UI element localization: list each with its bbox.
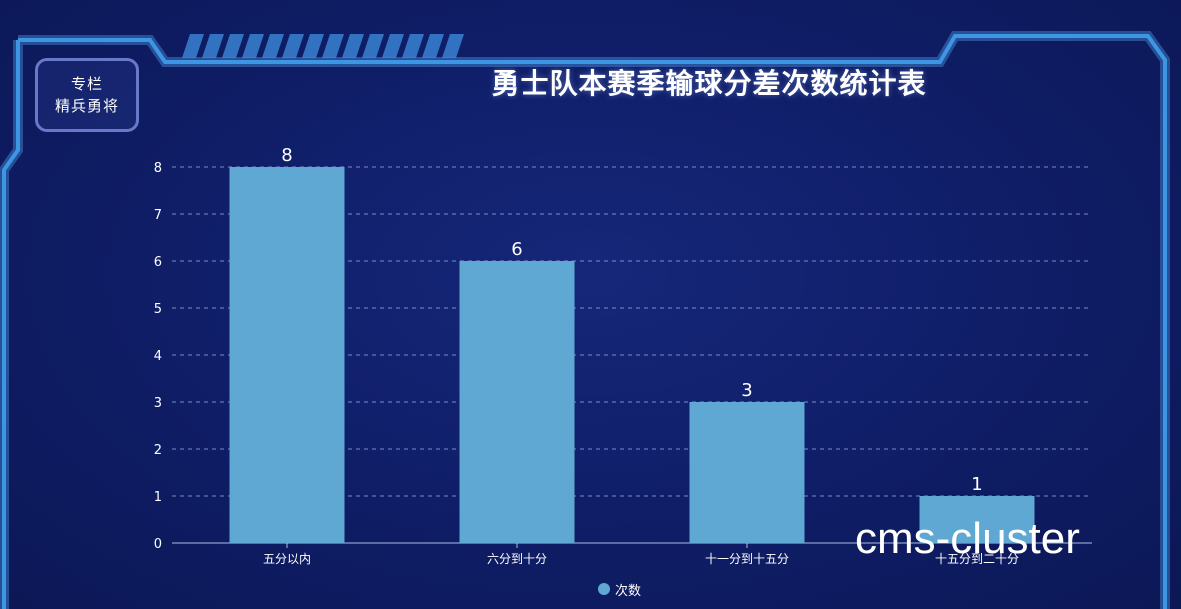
badge-line-1: 专栏 xyxy=(70,75,103,93)
badge-line-2: 精兵勇将 xyxy=(54,97,119,115)
data-label: 3 xyxy=(741,380,752,401)
data-label: 8 xyxy=(281,145,292,166)
y-tick-label: 2 xyxy=(154,443,162,458)
data-label: 6 xyxy=(511,239,522,260)
x-tick-label: 十五分到二十分 xyxy=(935,552,1019,566)
frame-glow xyxy=(0,31,1170,609)
x-tick-label: 十一分到十五分 xyxy=(705,552,789,566)
data-label: 1 xyxy=(971,474,982,495)
x-tick-label: 五分以内 xyxy=(263,552,311,566)
y-tick-label: 5 xyxy=(154,302,162,317)
frame-outline xyxy=(2,34,1167,609)
x-tick-label: 六分到十分 xyxy=(487,552,547,566)
y-tick-label: 7 xyxy=(154,208,162,223)
frame-stripes xyxy=(182,34,464,58)
bar xyxy=(229,167,345,543)
legend-label: 次数 xyxy=(615,583,642,599)
watermark-text: cms-cluster xyxy=(855,514,1080,563)
chart-title: 勇士队本赛季输球分差次数统计表 xyxy=(491,67,927,100)
column-badge: 专栏 精兵勇将 xyxy=(35,58,139,132)
legend[interactable]: 次数 xyxy=(598,580,642,599)
y-tick-label: 8 xyxy=(154,161,162,176)
bar xyxy=(919,496,1035,543)
y-tick-label: 1 xyxy=(154,490,162,505)
bar xyxy=(459,261,575,543)
y-tick-label: 0 xyxy=(154,537,162,552)
y-tick-label: 4 xyxy=(154,349,162,364)
bar xyxy=(689,402,805,543)
legend-marker xyxy=(598,583,610,595)
y-tick-label: 3 xyxy=(154,396,162,411)
y-tick-label: 6 xyxy=(154,255,162,270)
